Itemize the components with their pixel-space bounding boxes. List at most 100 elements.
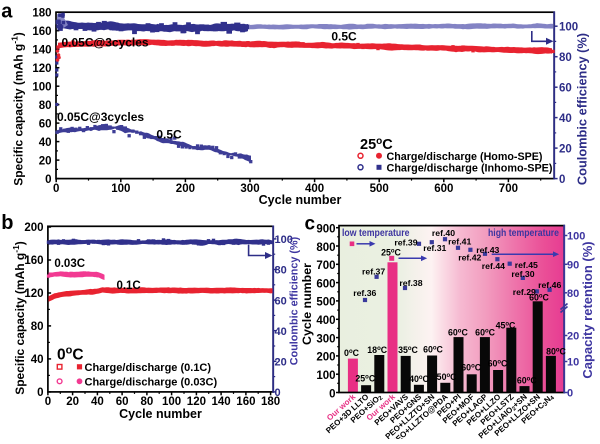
svg-text:Cycle number: Cycle number bbox=[300, 263, 314, 345]
svg-text:600: 600 bbox=[316, 278, 335, 290]
svg-text:100: 100 bbox=[111, 183, 130, 195]
svg-text:700: 700 bbox=[499, 183, 518, 195]
svg-text:50oC: 50oC bbox=[437, 372, 457, 382]
svg-text:ref.37: ref.37 bbox=[362, 266, 385, 276]
svg-text:60: 60 bbox=[559, 82, 572, 94]
svg-text:Charge/discharge (0.03C): Charge/discharge (0.03C) bbox=[85, 376, 218, 388]
svg-text:Cycle number: Cycle number bbox=[259, 193, 342, 207]
svg-text:60oC: 60oC bbox=[488, 358, 508, 368]
svg-text:100: 100 bbox=[559, 21, 578, 33]
svg-text:60oC: 60oC bbox=[423, 345, 443, 355]
svg-text:0: 0 bbox=[275, 387, 281, 399]
svg-text:ref.43: ref.43 bbox=[476, 245, 499, 255]
svg-text:60oC: 60oC bbox=[517, 376, 537, 386]
svg-text:100: 100 bbox=[316, 370, 335, 382]
svg-text:80: 80 bbox=[567, 288, 579, 300]
svg-text:ref.45: ref.45 bbox=[515, 260, 538, 270]
svg-text:35oC: 35oC bbox=[398, 345, 418, 355]
svg-text:20: 20 bbox=[559, 143, 572, 155]
svg-text:0.1C: 0.1C bbox=[116, 280, 140, 292]
svg-text:Charge/discharge (Homo-SPE): Charge/discharge (Homo-SPE) bbox=[387, 151, 543, 163]
svg-text:900: 900 bbox=[316, 224, 335, 236]
svg-text:ref.31: ref.31 bbox=[423, 243, 446, 253]
svg-text:ref.44: ref.44 bbox=[482, 261, 505, 271]
svg-text:Coulombic efficiency (%): Coulombic efficiency (%) bbox=[289, 236, 301, 365]
svg-text:160: 160 bbox=[236, 396, 255, 408]
svg-text:0.5C: 0.5C bbox=[156, 128, 182, 142]
svg-text:200: 200 bbox=[316, 352, 335, 364]
svg-text:90: 90 bbox=[567, 259, 579, 271]
svg-text:25oC: 25oC bbox=[381, 248, 401, 258]
svg-text:180: 180 bbox=[32, 7, 51, 19]
svg-text:0: 0 bbox=[45, 174, 51, 186]
svg-text:180: 180 bbox=[261, 396, 280, 408]
svg-text:500: 500 bbox=[316, 297, 335, 309]
svg-text:0.05C@3cycles: 0.05C@3cycles bbox=[57, 110, 144, 124]
svg-text:10: 10 bbox=[567, 357, 579, 369]
svg-text:25oC: 25oC bbox=[360, 136, 393, 154]
svg-text:ref.30: ref.30 bbox=[511, 269, 534, 279]
svg-text:ref.41: ref.41 bbox=[448, 237, 471, 247]
svg-text:Charge/discharge (Inhomo-SPE): Charge/discharge (Inhomo-SPE) bbox=[387, 162, 553, 174]
svg-text:0.03C: 0.03C bbox=[54, 258, 85, 270]
svg-text:80: 80 bbox=[39, 100, 52, 112]
svg-text:60oC: 60oC bbox=[448, 328, 468, 338]
svg-text:120: 120 bbox=[24, 288, 43, 300]
svg-text:80: 80 bbox=[141, 396, 154, 408]
svg-text:40: 40 bbox=[91, 396, 104, 408]
svg-text:40: 40 bbox=[31, 354, 44, 366]
svg-text:high temperature: high temperature bbox=[488, 228, 559, 239]
svg-text:120: 120 bbox=[187, 396, 206, 408]
svg-text:0oC: 0oC bbox=[57, 345, 84, 364]
svg-text:0.5C: 0.5C bbox=[331, 30, 357, 44]
svg-text:ref.40: ref.40 bbox=[432, 228, 455, 238]
svg-text:ref.46: ref.46 bbox=[538, 280, 561, 290]
svg-text:80: 80 bbox=[275, 265, 287, 277]
svg-text:140: 140 bbox=[212, 396, 231, 408]
svg-text:Cycle number: Cycle number bbox=[119, 407, 202, 421]
svg-text:20: 20 bbox=[39, 155, 52, 167]
svg-text:20: 20 bbox=[66, 396, 79, 408]
svg-text:Capacity retention (%): Capacity retention (%) bbox=[580, 241, 595, 378]
svg-text:Charge/discharge (0.1C): Charge/discharge (0.1C) bbox=[85, 362, 212, 374]
svg-text:18oC: 18oC bbox=[367, 345, 387, 355]
svg-text:c: c bbox=[305, 213, 316, 234]
svg-text:ref.29: ref.29 bbox=[513, 287, 536, 297]
svg-text:80: 80 bbox=[559, 52, 572, 64]
svg-text:low temperature: low temperature bbox=[342, 228, 410, 239]
svg-text:100: 100 bbox=[567, 231, 585, 243]
svg-text:ref.38: ref.38 bbox=[399, 278, 422, 288]
svg-text:60oC: 60oC bbox=[461, 363, 481, 373]
svg-text:60oC: 60oC bbox=[475, 327, 495, 337]
svg-text:300: 300 bbox=[240, 183, 259, 195]
svg-text:0: 0 bbox=[45, 396, 51, 408]
svg-text:0: 0 bbox=[559, 174, 565, 186]
svg-text:Specific capacity (mAh g-1): Specific capacity (mAh g-1) bbox=[11, 241, 27, 395]
svg-text:0: 0 bbox=[567, 388, 573, 400]
svg-text:40: 40 bbox=[559, 113, 572, 125]
svg-text:45oC: 45oC bbox=[496, 320, 516, 330]
svg-text:100: 100 bbox=[275, 234, 293, 246]
svg-text:140: 140 bbox=[32, 44, 51, 56]
svg-text:600: 600 bbox=[434, 183, 453, 195]
svg-text:60: 60 bbox=[275, 295, 287, 307]
svg-text:20: 20 bbox=[567, 331, 579, 343]
svg-text:b: b bbox=[1, 212, 13, 234]
svg-text:25oC: 25oC bbox=[355, 374, 375, 384]
svg-text:ref.39: ref.39 bbox=[394, 238, 417, 248]
svg-text:400: 400 bbox=[305, 183, 324, 195]
svg-text:100: 100 bbox=[162, 396, 181, 408]
svg-text:200: 200 bbox=[24, 222, 43, 234]
svg-text:ref.36: ref.36 bbox=[353, 288, 376, 298]
svg-text:200: 200 bbox=[176, 183, 195, 195]
svg-text:20: 20 bbox=[275, 357, 287, 369]
svg-text:100: 100 bbox=[32, 81, 51, 93]
svg-text:a: a bbox=[1, 1, 13, 23]
svg-text:700: 700 bbox=[316, 260, 335, 272]
svg-text:0.05C@3cycles: 0.05C@3cycles bbox=[62, 36, 149, 50]
svg-text:160: 160 bbox=[24, 255, 43, 267]
svg-text:80: 80 bbox=[31, 321, 44, 333]
svg-text:160: 160 bbox=[32, 26, 51, 38]
svg-text:Coulombic efficiency (%): Coulombic efficiency (%) bbox=[575, 33, 590, 185]
svg-text:0: 0 bbox=[37, 387, 43, 399]
